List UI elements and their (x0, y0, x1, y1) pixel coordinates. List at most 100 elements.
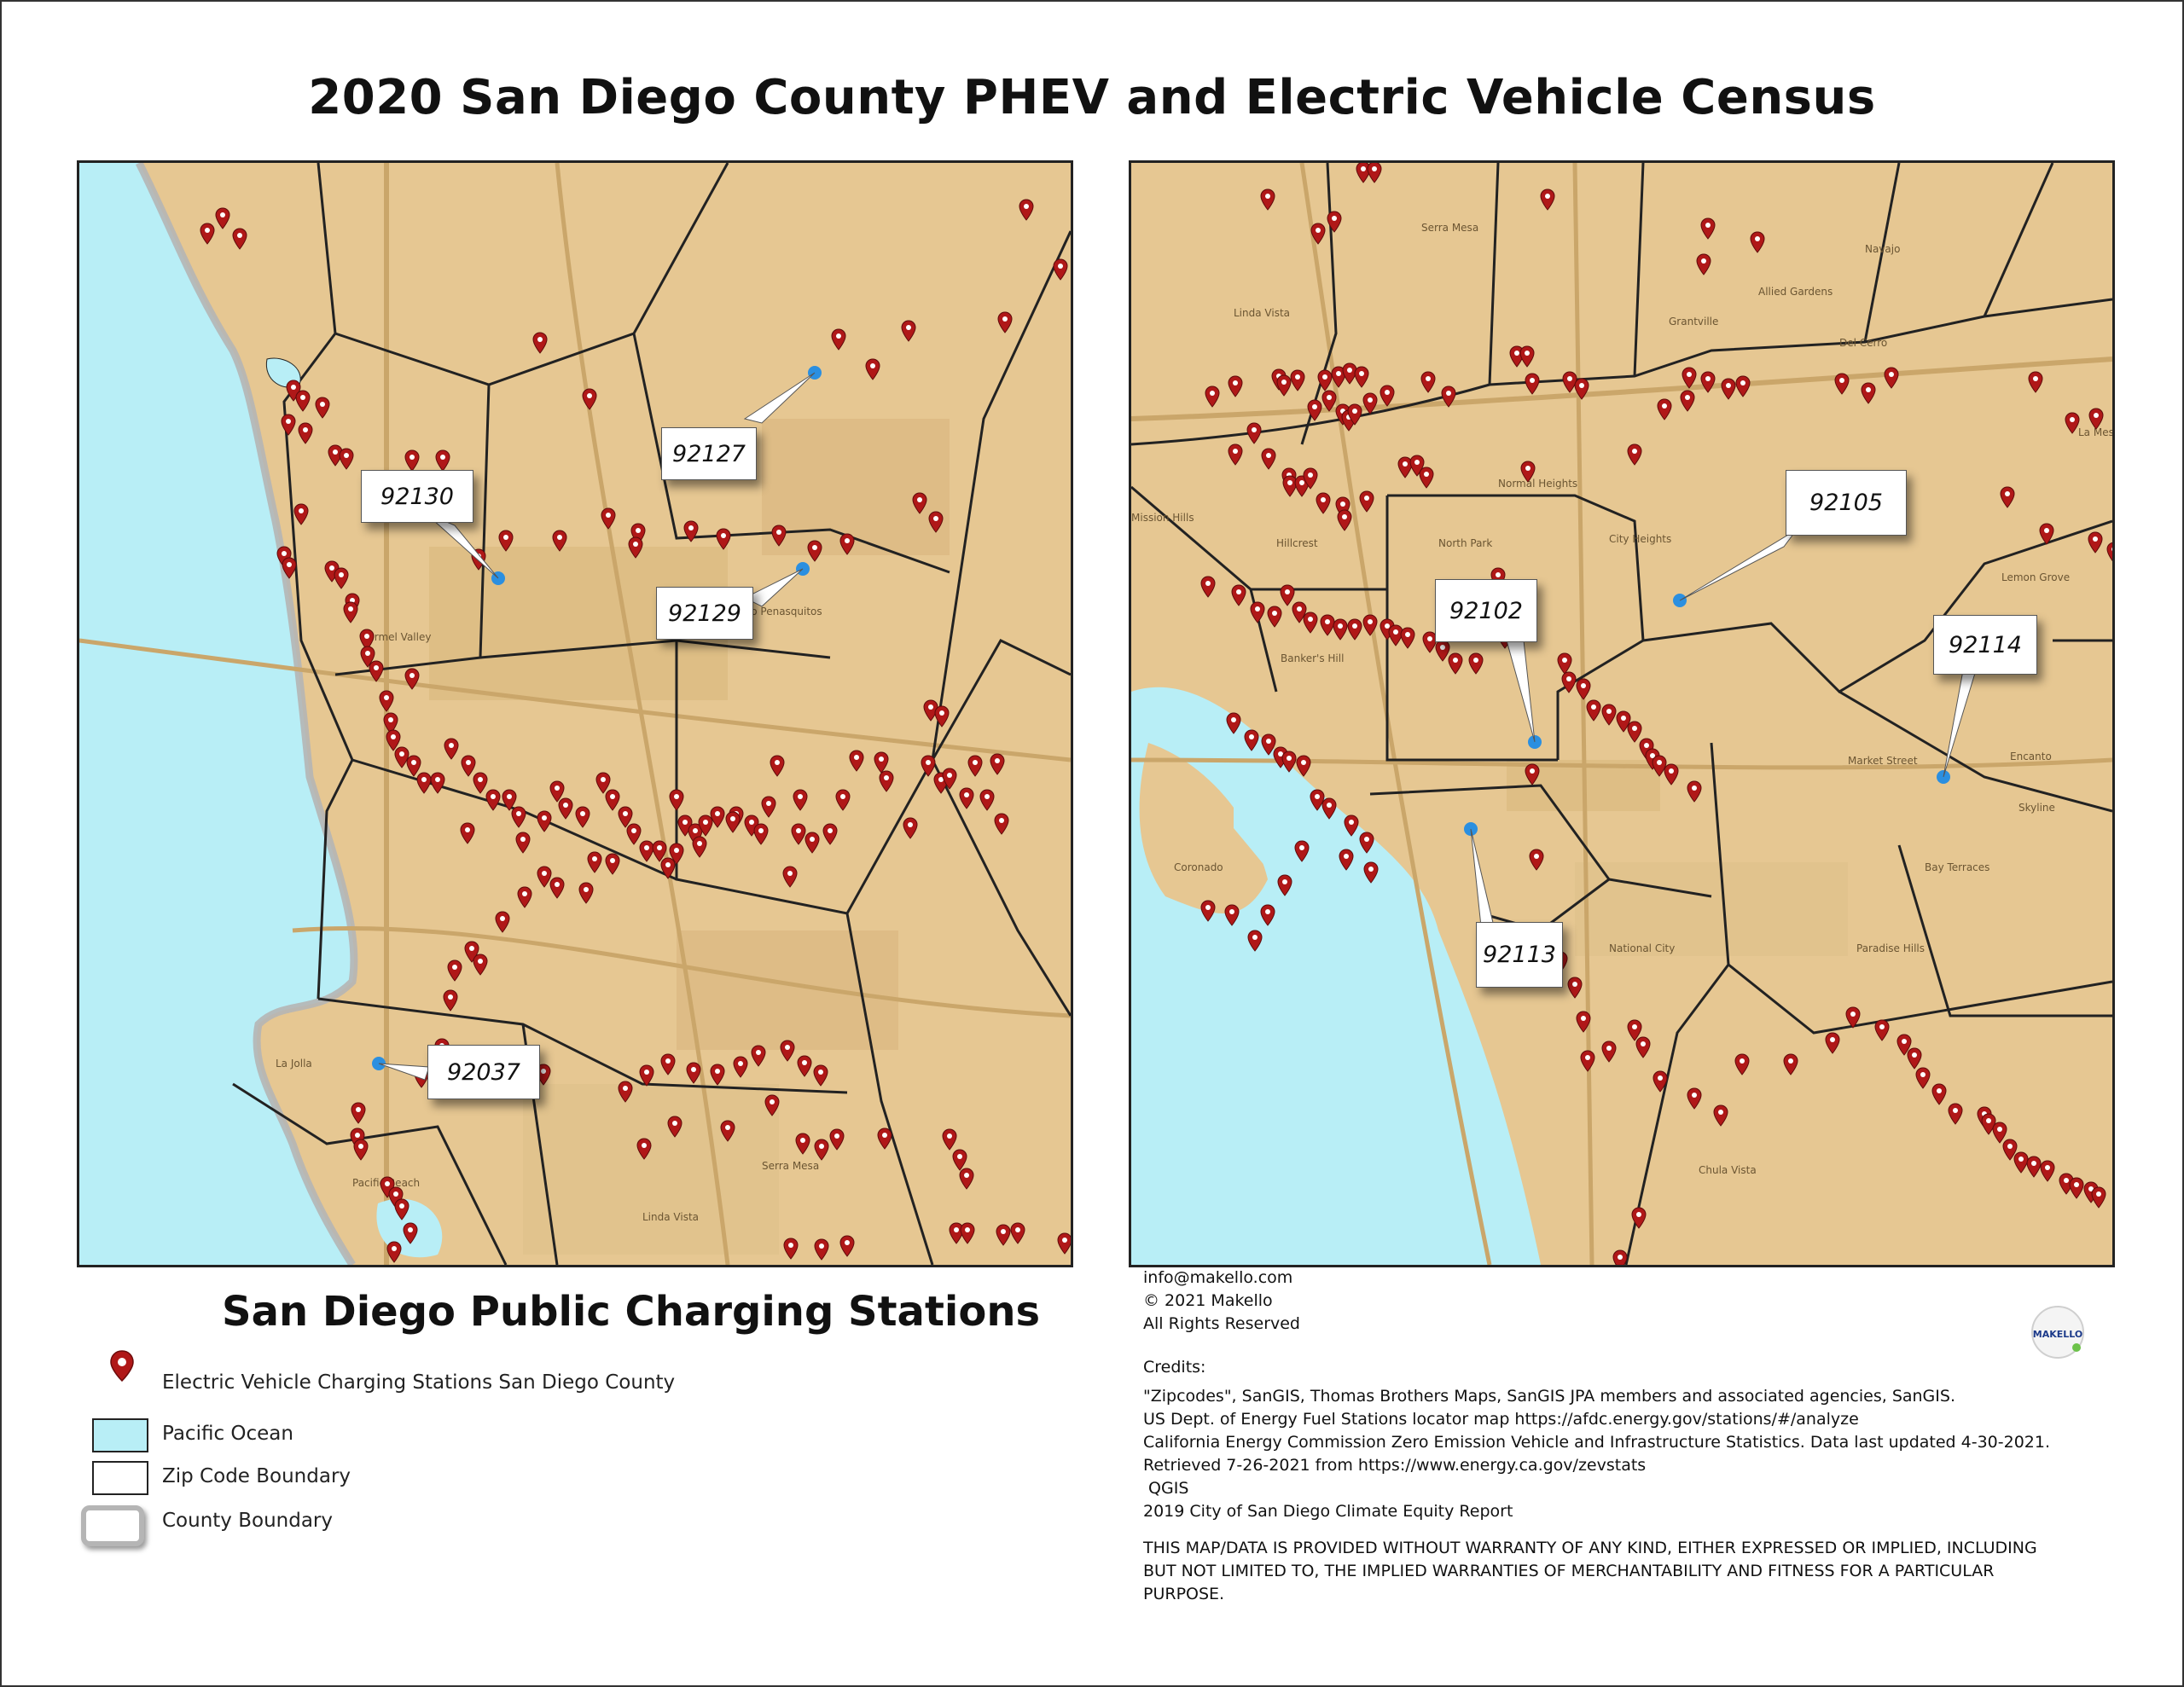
charging-station-pin[interactable] (1282, 475, 1298, 497)
charging-station-pin[interactable] (2039, 523, 2054, 545)
charging-station-pin[interactable] (295, 390, 311, 412)
charging-station-pin[interactable] (447, 959, 462, 982)
charging-station-pin[interactable] (2088, 408, 2104, 430)
charging-station-pin[interactable] (1228, 443, 1243, 466)
charging-station-pin[interactable] (1561, 671, 1577, 693)
charging-station-pin[interactable] (660, 857, 676, 879)
charging-station-pin[interactable] (2059, 1173, 2074, 1195)
charging-station-pin[interactable] (1247, 930, 1263, 952)
charging-station-pin[interactable] (994, 813, 1009, 835)
charging-station-pin[interactable] (1228, 375, 1243, 397)
charging-station-pin[interactable] (1653, 1070, 1668, 1093)
charging-station-pin[interactable] (683, 520, 699, 542)
charging-station-pin[interactable] (511, 806, 526, 828)
charging-station-pin[interactable] (1586, 699, 1601, 722)
charging-station-pin[interactable] (1750, 231, 1765, 253)
charging-station-pin[interactable] (1721, 378, 1736, 400)
charging-station-pin[interactable] (865, 358, 880, 380)
charging-station-pin[interactable] (549, 780, 565, 803)
charging-station-pin[interactable] (200, 223, 215, 245)
charging-station-pin[interactable] (1420, 371, 1436, 393)
charging-station-pin[interactable] (839, 1235, 855, 1257)
charging-station-pin[interactable] (537, 810, 552, 832)
charging-station-pin[interactable] (2091, 1186, 2106, 1209)
charging-station-pin[interactable] (1468, 652, 1484, 675)
charging-station-pin[interactable] (996, 1224, 1011, 1246)
charging-station-pin[interactable] (959, 787, 974, 809)
charging-station-pin[interactable] (783, 1238, 799, 1260)
charging-station-pin[interactable] (495, 911, 510, 933)
charging-station-pin[interactable] (1627, 721, 1642, 743)
charging-station-pin[interactable] (1337, 509, 1352, 531)
charging-station-pin[interactable] (804, 832, 820, 854)
charging-station-pin[interactable] (934, 705, 950, 728)
charging-station-pin[interactable] (1276, 374, 1292, 397)
charging-station-pin[interactable] (618, 806, 633, 828)
charging-station-pin[interactable] (1441, 386, 1456, 408)
charging-station-pin[interactable] (1580, 1050, 1595, 1072)
charging-station-pin[interactable] (532, 332, 548, 354)
charging-station-pin[interactable] (761, 796, 776, 818)
charging-station-pin[interactable] (751, 1045, 766, 1067)
charging-station-pin[interactable] (1687, 1087, 1702, 1110)
charging-station-pin[interactable] (1290, 369, 1305, 391)
charging-station-pin[interactable] (1246, 422, 1262, 444)
charging-station-pin[interactable] (315, 397, 330, 419)
charging-station-pin[interactable] (1205, 386, 1220, 408)
charging-station-pin[interactable] (716, 528, 731, 550)
charging-station-pin[interactable] (558, 797, 573, 820)
charging-station-pin[interactable] (1053, 258, 1068, 281)
charging-station-pin[interactable] (639, 840, 654, 862)
charging-station-pin[interactable] (1896, 1034, 1912, 1056)
charging-station-pin[interactable] (710, 806, 725, 828)
charging-station-pin[interactable] (618, 1081, 633, 1103)
charging-station-pin[interactable] (359, 629, 375, 651)
charging-station-pin[interactable] (605, 789, 620, 811)
charging-station-pin[interactable] (2088, 531, 2103, 554)
charging-station-pin[interactable] (1294, 840, 1310, 862)
charging-station-pin[interactable] (328, 444, 343, 467)
charging-station-pin[interactable] (1884, 367, 1899, 389)
charging-station-pin[interactable] (1529, 849, 1544, 871)
charging-station-pin[interactable] (498, 530, 514, 552)
charging-station-pin[interactable] (1576, 1011, 1591, 1033)
charging-station-pin[interactable] (443, 989, 458, 1012)
charging-station-pin[interactable] (626, 823, 642, 845)
charging-station-pin[interactable] (1354, 366, 1369, 388)
map-left-north-county[interactable]: Carmel Valley Rancho Penasquitos La Joll… (77, 160, 1073, 1267)
charging-station-pin[interactable] (1520, 461, 1536, 483)
charging-station-pin[interactable] (1260, 188, 1275, 211)
charging-station-pin[interactable] (595, 772, 611, 794)
charging-station-pin[interactable] (770, 755, 785, 777)
charging-station-pin[interactable] (698, 815, 713, 837)
charging-station-pin[interactable] (1347, 618, 1362, 641)
charging-station-pin[interactable] (353, 1139, 369, 1161)
charging-station-pin[interactable] (1448, 652, 1463, 675)
charging-station-pin[interactable] (1261, 733, 1276, 756)
charging-station-pin[interactable] (1200, 576, 1216, 598)
charging-station-pin[interactable] (793, 789, 808, 811)
charging-station-pin[interactable] (1331, 366, 1346, 388)
charging-station-pin[interactable] (578, 882, 594, 904)
charging-station-pin[interactable] (771, 525, 787, 547)
charging-station-pin[interactable] (515, 832, 531, 854)
charging-station-pin[interactable] (1834, 373, 1850, 395)
charging-station-pin[interactable] (281, 414, 296, 436)
charging-station-pin[interactable] (831, 328, 846, 351)
charging-station-pin[interactable] (537, 866, 552, 888)
charging-station-pin[interactable] (2106, 542, 2112, 563)
charging-station-pin[interactable] (835, 789, 851, 811)
charging-station-pin[interactable] (1825, 1032, 1840, 1054)
charging-station-pin[interactable] (536, 1064, 551, 1086)
charging-station-pin[interactable] (1700, 371, 1716, 393)
charging-station-pin[interactable] (1635, 1036, 1651, 1058)
charging-station-pin[interactable] (1200, 900, 1216, 922)
charging-station-pin[interactable] (1388, 624, 1403, 646)
charging-station-pin[interactable] (1574, 378, 1589, 400)
charging-station-pin[interactable] (753, 823, 769, 845)
charging-station-pin[interactable] (1783, 1053, 1798, 1075)
charging-station-pin[interactable] (549, 877, 565, 899)
charging-station-pin[interactable] (1931, 1083, 1947, 1105)
charging-station-pin[interactable] (814, 1139, 829, 1161)
charging-station-pin[interactable] (1631, 1207, 1647, 1229)
